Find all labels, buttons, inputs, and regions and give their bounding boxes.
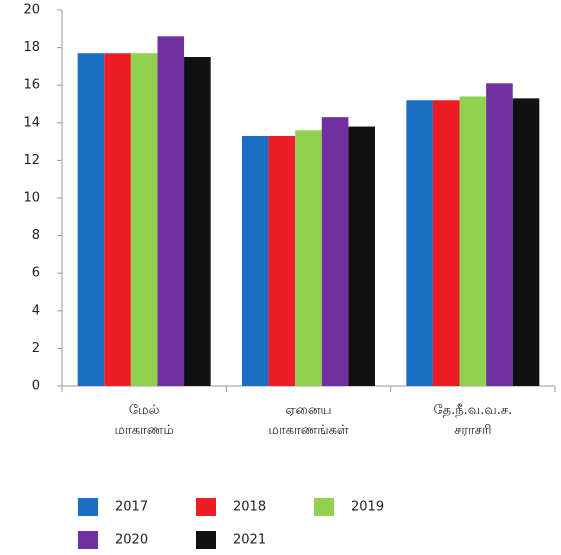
bar — [348, 126, 375, 386]
y-tick-label: 16 — [23, 78, 40, 93]
legend-label: 2020 — [115, 533, 148, 548]
bar — [432, 100, 460, 387]
legend-label: 2017 — [115, 500, 148, 515]
x-tick-label: தே.நீ.வ.வ.ச. சராசரி — [433, 403, 512, 438]
x-tick-label: மேல் மாகாணம் — [114, 403, 173, 438]
bar — [242, 135, 269, 386]
legend-label: 2019 — [351, 500, 384, 515]
bar — [512, 98, 540, 387]
legend-swatch — [196, 531, 216, 549]
bar — [157, 36, 185, 386]
legend-swatch — [314, 498, 334, 516]
y-tick-label: 18 — [23, 40, 40, 55]
bar — [130, 53, 158, 387]
bar — [77, 53, 105, 387]
y-tick-label: 20 — [23, 3, 40, 18]
y-tick-label: 2 — [32, 341, 40, 356]
bar — [184, 57, 211, 386]
legend-swatch — [196, 498, 216, 516]
legend-swatch — [78, 531, 98, 549]
legend-label: 2021 — [233, 533, 266, 548]
y-tick-label: 0 — [32, 379, 40, 394]
y-tick-label: 12 — [23, 153, 40, 168]
y-tick-label: 6 — [32, 266, 40, 281]
y-tick-label: 10 — [23, 191, 40, 206]
bar — [486, 83, 513, 386]
bar — [459, 96, 487, 386]
legend-swatch — [78, 498, 98, 516]
bar — [321, 117, 349, 386]
bar — [104, 53, 131, 387]
bar — [295, 130, 322, 386]
bar — [268, 135, 296, 386]
y-tick-label: 8 — [32, 228, 40, 243]
bar — [406, 100, 433, 387]
x-tick-label: ஏனைய மாகாணங்கள் — [268, 403, 349, 438]
y-tick-label: 14 — [23, 115, 40, 130]
legend-label: 2018 — [233, 500, 266, 515]
y-tick-label: 4 — [32, 303, 40, 318]
